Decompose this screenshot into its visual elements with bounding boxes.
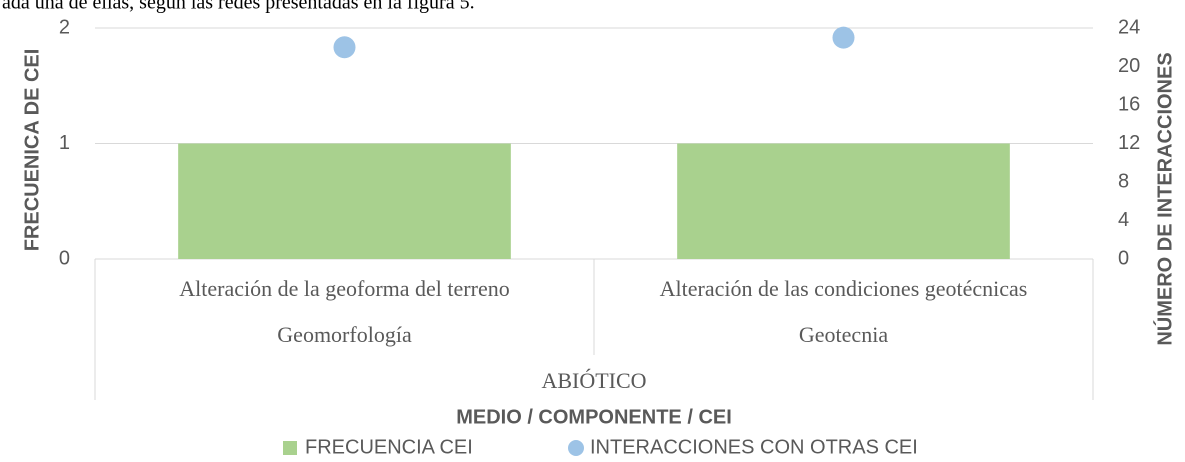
header-text: ada una de ellas, según las redes presen… (2, 0, 475, 14)
x-group-label: Geomorfología (277, 322, 412, 347)
legend-label: FRECUENCIA CEI (305, 436, 473, 458)
x-group-label: Geotecnia (799, 322, 888, 347)
y2-tick-label: 20 (1118, 55, 1140, 77)
y2-tick-label: 8 (1118, 170, 1129, 192)
y-tick-label: 2 (59, 16, 70, 38)
marker (832, 26, 855, 49)
y2-tick-label: 0 (1118, 247, 1129, 269)
y2-axis-title: NÚMERO DE INTERACCIONES (1152, 52, 1176, 345)
y2-tick-label: 12 (1118, 132, 1140, 154)
y2-tick-label: 4 (1118, 209, 1129, 231)
legend-swatch (568, 440, 584, 456)
x-tick-label: Alteración de la geoforma del terreno (179, 276, 509, 301)
x-axis-title: MEDIO / COMPONENTE / CEI (456, 406, 732, 428)
bar (677, 143, 1010, 259)
y-axis-title: FRECUENICA DE CEI (21, 49, 43, 252)
y-tick-label: 1 (59, 132, 70, 154)
legend-label: INTERACCIONES CON OTRAS CEI (590, 436, 918, 458)
x-tick-label: Alteración de las condiciones geotécnica… (660, 276, 1028, 301)
y2-tick-label: 24 (1118, 16, 1140, 38)
y-tick-label: 0 (59, 247, 70, 269)
x-top-group-label: ABIÓTICO (541, 368, 646, 393)
marker (333, 36, 356, 59)
y2-tick-label: 16 (1118, 93, 1140, 115)
legend-swatch (283, 441, 297, 455)
bar (178, 143, 511, 259)
